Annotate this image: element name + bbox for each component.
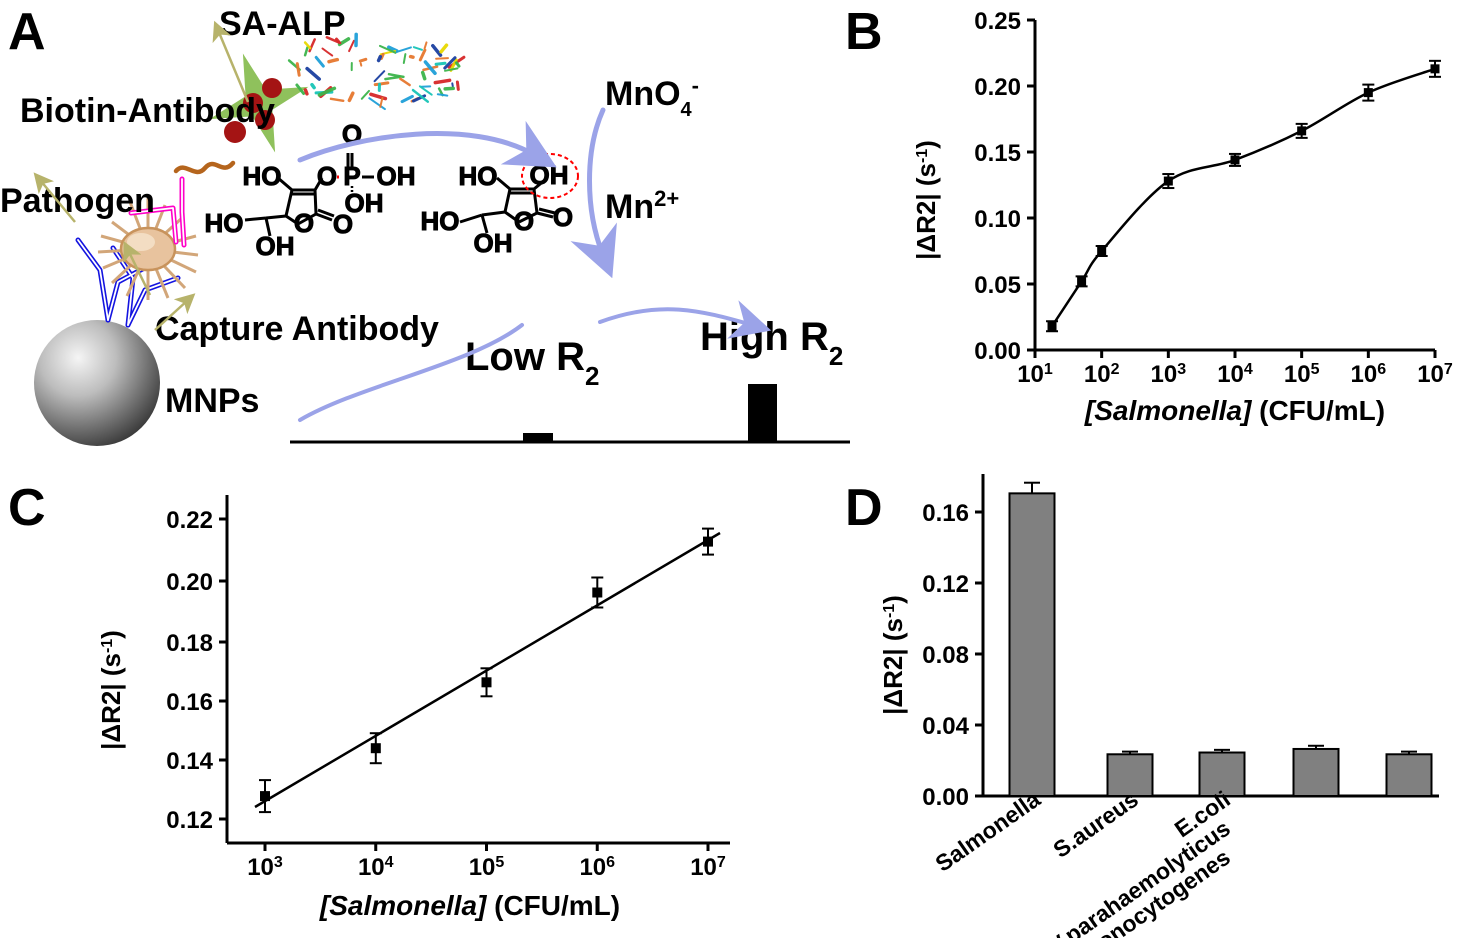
- svg-text:0.14: 0.14: [166, 748, 213, 775]
- svg-text:OH: OH: [530, 160, 569, 190]
- svg-text:106: 106: [579, 854, 615, 882]
- svg-text:O: O: [553, 202, 573, 232]
- svg-text:0.25: 0.25: [974, 10, 1021, 35]
- svg-text:0.16: 0.16: [166, 689, 213, 716]
- svg-text:0.15: 0.15: [974, 140, 1021, 167]
- svg-text:OH: OH: [474, 228, 513, 258]
- svg-text:Mn2+: Mn2+: [605, 186, 679, 227]
- svg-text:0.16: 0.16: [922, 500, 969, 527]
- svg-text:106: 106: [1351, 361, 1387, 389]
- svg-text:O: O: [333, 209, 353, 239]
- svg-text:103: 103: [247, 854, 283, 882]
- svg-text:103: 103: [1151, 361, 1187, 389]
- svg-text:0.05: 0.05: [974, 272, 1021, 299]
- svg-text:Biotin-Antibody: Biotin-Antibody: [20, 92, 275, 130]
- svg-text:0.00: 0.00: [922, 784, 969, 811]
- svg-text:0.00: 0.00: [974, 338, 1021, 365]
- svg-text:High R2: High R2: [700, 315, 843, 371]
- svg-text:HO: HO: [243, 161, 282, 191]
- svg-text:Capture Antibody: Capture Antibody: [155, 310, 439, 348]
- svg-text:OH: OH: [377, 161, 416, 191]
- svg-text:0.12: 0.12: [166, 807, 213, 834]
- svg-text:107: 107: [1417, 361, 1453, 389]
- svg-text:|ΔR2| (s-1): |ΔR2| (s-1): [878, 595, 908, 715]
- svg-text:0.12: 0.12: [922, 571, 969, 598]
- svg-text:OH: OH: [256, 231, 295, 261]
- svg-text:0.20: 0.20: [974, 74, 1021, 101]
- svg-text:0.20: 0.20: [166, 569, 213, 596]
- svg-text:O: O: [317, 161, 337, 191]
- svg-text:105: 105: [469, 854, 505, 882]
- svg-text:[Salmonella] (CFU/mL): [Salmonella] (CFU/mL): [1084, 395, 1385, 426]
- svg-text:[Salmonella] (CFU/mL): [Salmonella] (CFU/mL): [319, 890, 620, 921]
- svg-text:0.18: 0.18: [166, 630, 213, 657]
- svg-text:0.04: 0.04: [922, 713, 969, 740]
- svg-text:105: 105: [1284, 361, 1320, 389]
- svg-text:HO: HO: [205, 208, 244, 238]
- svg-text:0.08: 0.08: [922, 642, 969, 669]
- svg-text:0.10: 0.10: [974, 206, 1021, 233]
- svg-text:Pathogen: Pathogen: [0, 182, 155, 220]
- svg-text:|ΔR2| (s-1): |ΔR2| (s-1): [911, 140, 941, 260]
- svg-text:SA-ALP: SA-ALP: [219, 5, 346, 43]
- svg-text:MNPs: MNPs: [165, 382, 259, 420]
- svg-text:O: O: [514, 206, 534, 236]
- svg-text:HO: HO: [459, 161, 498, 191]
- svg-text:102: 102: [1084, 361, 1120, 389]
- svg-text:|ΔR2| (s-1): |ΔR2| (s-1): [96, 630, 126, 750]
- svg-text:HO: HO: [421, 206, 460, 236]
- svg-text:P: P: [343, 161, 360, 191]
- svg-text:MnO4-: MnO4-: [605, 73, 699, 122]
- svg-text:104: 104: [1217, 361, 1253, 389]
- svg-text:101: 101: [1017, 361, 1053, 389]
- svg-text:Low R2: Low R2: [465, 335, 599, 391]
- svg-text:104: 104: [358, 854, 394, 882]
- svg-text:O: O: [294, 208, 314, 238]
- svg-text:0.22: 0.22: [166, 507, 213, 534]
